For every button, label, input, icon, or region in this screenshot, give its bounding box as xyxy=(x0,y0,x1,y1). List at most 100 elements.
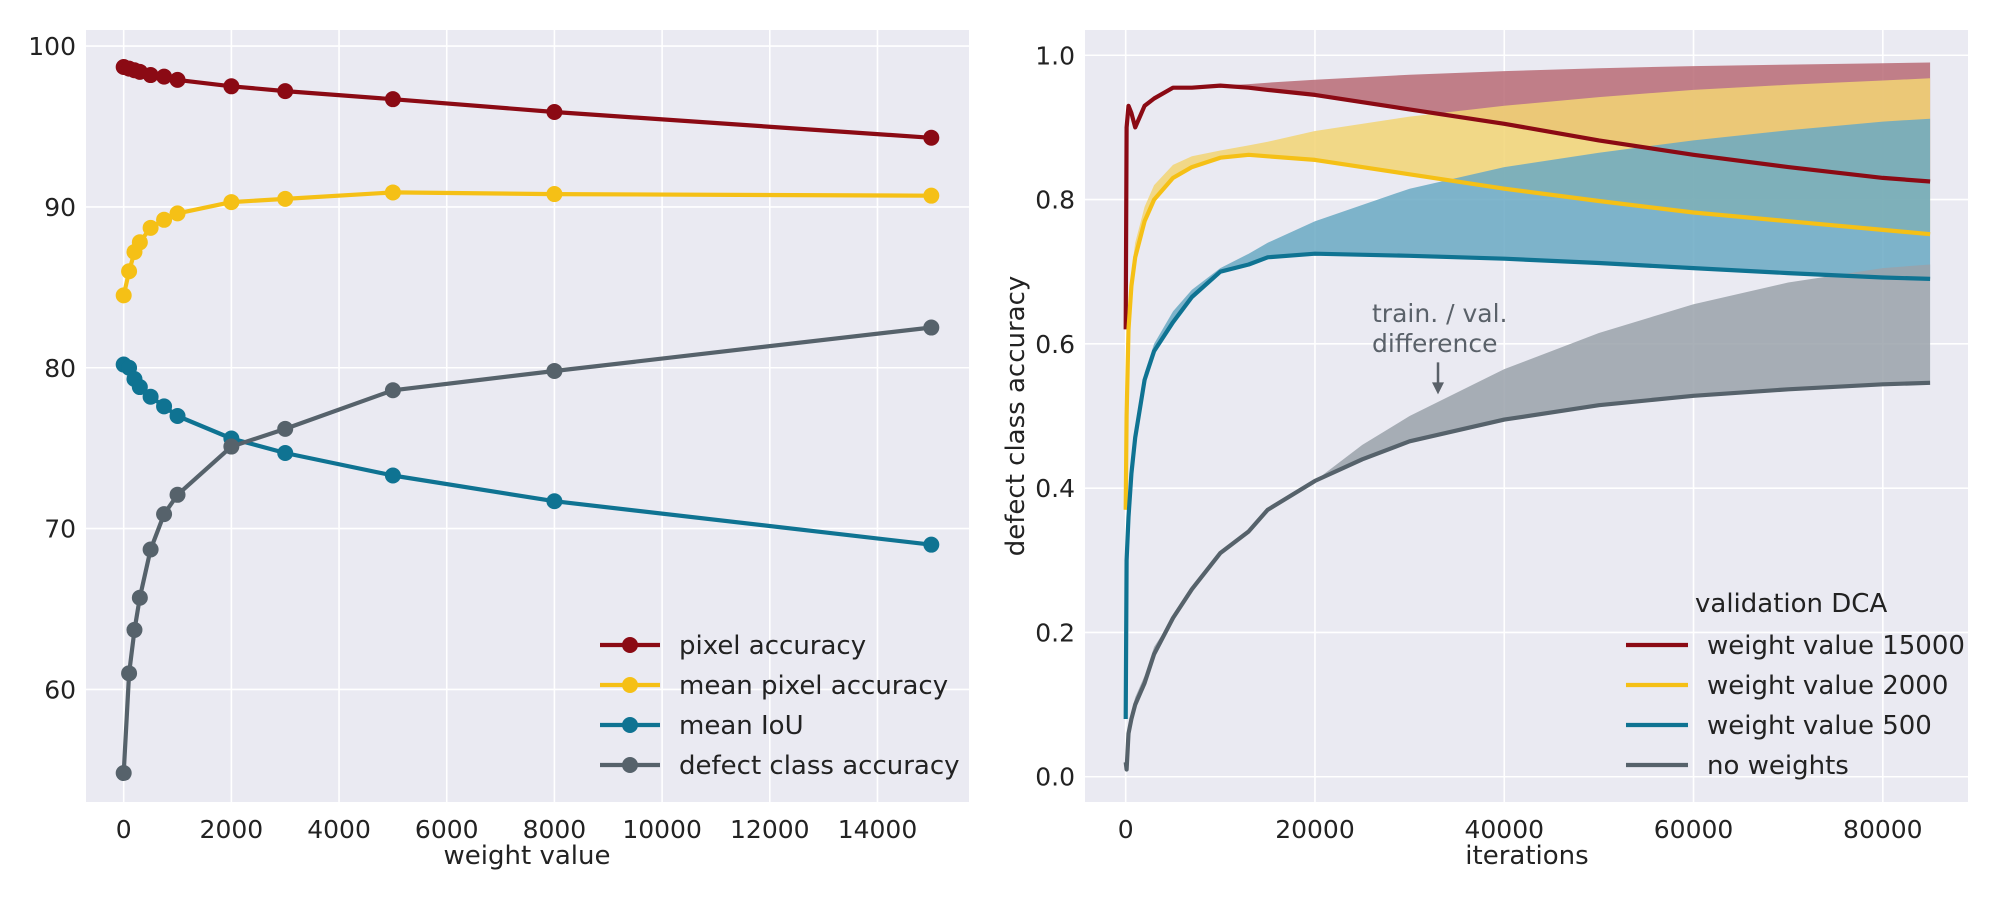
data-point-mean-iou xyxy=(131,379,148,396)
x-tick-label: 12000 xyxy=(730,815,810,844)
data-point-defect-class-accuracy xyxy=(156,506,173,523)
data-point-mean-pixel-accuracy xyxy=(546,186,563,203)
right-y-tick-labels: 0.0 0.2 0.4 0.6 0.8 1.0 xyxy=(1035,41,1075,791)
legend-entry-weight-value-15000: weight value 15000 xyxy=(1626,631,1965,661)
data-point-pixel-accuracy xyxy=(169,71,186,88)
left-gridlines xyxy=(86,30,969,802)
y-tick-label: 60 xyxy=(44,675,76,704)
data-point-defect-class-accuracy xyxy=(923,319,940,336)
series-line-weight-value-2000 xyxy=(1123,152,1931,510)
data-point-mean-iou xyxy=(156,398,173,415)
train-val-difference-annotation: train. / val. difference xyxy=(1372,299,1507,395)
data-point-pixel-accuracy xyxy=(923,129,940,146)
data-point-pixel-accuracy xyxy=(277,83,294,100)
y-tick-label: 100 xyxy=(28,32,76,61)
x-tick-label: 14000 xyxy=(838,815,918,844)
right-legend: validation DCA weight value 15000 weight … xyxy=(1626,589,1965,781)
y-tick-label: 0.6 xyxy=(1035,330,1075,359)
data-point-defect-class-accuracy xyxy=(277,420,294,437)
y-tick-label: 90 xyxy=(44,193,76,222)
left-chart-panel: 0 2000 4000 6000 8000 10000 12000 14000 60 70 80 9… xyxy=(28,30,969,871)
data-point-mean-pixel-accuracy xyxy=(115,287,132,304)
annotation-line-2: difference xyxy=(1372,329,1498,358)
x-tick-label: 2000 xyxy=(200,815,264,844)
data-point-mean-pixel-accuracy xyxy=(384,184,401,201)
x-tick-label: 20000 xyxy=(1275,815,1355,844)
right-chart-panel: 0 20000 40000 60000 80000 0.0 0.2 0.4 0.6 0.8 1.0… xyxy=(1001,30,1968,871)
data-point-mean-pixel-accuracy xyxy=(923,187,940,204)
x-tick-label: 4000 xyxy=(307,815,371,844)
data-point-defect-class-accuracy xyxy=(384,382,401,399)
legend-marker xyxy=(622,717,638,733)
right-x-axis-label: iterations xyxy=(1465,841,1588,871)
left-plot-area xyxy=(86,30,969,802)
data-point-mean-iou xyxy=(384,467,401,484)
legend-label: pixel accuracy xyxy=(679,631,866,661)
legend-label: weight value 15000 xyxy=(1707,631,1965,661)
x-tick-label: 0 xyxy=(1118,815,1134,844)
data-point-pixel-accuracy xyxy=(156,68,173,85)
y-tick-label: 0.2 xyxy=(1035,618,1075,647)
x-tick-label: 10000 xyxy=(622,815,702,844)
legend-label: no weights xyxy=(1707,751,1849,781)
data-point-mean-pixel-accuracy xyxy=(277,190,294,207)
data-point-mean-iou xyxy=(277,444,294,461)
legend-marker xyxy=(622,757,638,773)
data-point-mean-pixel-accuracy xyxy=(156,211,173,228)
legend-label: weight value 500 xyxy=(1707,711,1932,741)
x-tick-label: 6000 xyxy=(415,815,479,844)
data-point-mean-iou xyxy=(546,493,563,510)
data-point-mean-iou xyxy=(169,408,186,424)
y-tick-label: 0.8 xyxy=(1035,186,1075,215)
left-legend: pixel accuracy mean pixel accuracy mean Io… xyxy=(600,631,960,781)
x-tick-label: 80000 xyxy=(1843,815,1923,844)
data-point-defect-class-accuracy xyxy=(126,621,143,638)
legend-label: mean IoU xyxy=(679,711,804,741)
data-point-defect-class-accuracy xyxy=(223,438,240,455)
data-point-defect-class-accuracy xyxy=(115,765,132,782)
data-point-pixel-accuracy xyxy=(546,104,563,121)
x-tick-label: 40000 xyxy=(1464,815,1544,844)
legend-entry-mean-pixel-accuracy: mean pixel accuracy xyxy=(600,671,948,701)
data-point-pixel-accuracy xyxy=(384,91,401,108)
y-tick-label: 0.0 xyxy=(1035,763,1075,792)
legend-label: weight value 2000 xyxy=(1707,671,1948,701)
legend-title: validation DCA xyxy=(1695,589,1887,619)
data-point-defect-class-accuracy xyxy=(131,589,148,606)
left-x-axis-label: weight value xyxy=(444,841,611,871)
y-tick-label: 0.4 xyxy=(1035,474,1075,503)
right-x-tick-labels: 0 20000 40000 60000 80000 xyxy=(1118,815,1923,844)
legend-entry-no-weights: no weights xyxy=(1626,751,1849,781)
data-point-defect-class-accuracy xyxy=(121,665,138,682)
legend-entry-mean-iou: mean IoU xyxy=(600,711,804,741)
data-point-mean-pixel-accuracy xyxy=(131,234,148,251)
left-x-tick-labels: 0 2000 4000 6000 8000 10000 12000 14000 xyxy=(116,815,917,844)
y-tick-label: 1.0 xyxy=(1035,41,1075,70)
arrow-head xyxy=(1432,382,1445,395)
series-line-weight-value-15000 xyxy=(1123,83,1931,330)
data-point-pixel-accuracy xyxy=(142,67,159,84)
data-point-defect-class-accuracy xyxy=(142,541,159,558)
legend-entry-weight-value-500: weight value 500 xyxy=(1626,711,1932,741)
legend-entry-defect-class-accuracy: defect class accuracy xyxy=(600,751,960,781)
data-point-mean-pixel-accuracy xyxy=(169,205,186,222)
data-point-defect-class-accuracy xyxy=(169,486,186,503)
legend-label: defect class accuracy xyxy=(679,751,960,781)
y-tick-label: 80 xyxy=(44,354,76,383)
left-y-tick-labels: 60 70 80 90 100 xyxy=(28,32,76,704)
x-tick-label: 8000 xyxy=(523,815,587,844)
data-point-defect-class-accuracy xyxy=(546,362,563,379)
data-point-pixel-accuracy xyxy=(223,78,240,95)
annotation-line-1: train. / val. xyxy=(1372,299,1507,328)
right-y-axis-label: defect class accuracy xyxy=(1001,276,1031,557)
data-point-mean-iou xyxy=(142,388,159,405)
series-line-no-weights xyxy=(1123,380,1931,772)
legend-marker xyxy=(622,637,638,653)
data-point-mean-pixel-accuracy xyxy=(142,219,159,236)
difference-band-no-weights xyxy=(1125,264,1931,770)
x-tick-label: 60000 xyxy=(1654,815,1734,844)
x-tick-label: 0 xyxy=(116,815,132,844)
legend-label: mean pixel accuracy xyxy=(679,671,948,701)
y-tick-label: 70 xyxy=(44,515,76,544)
